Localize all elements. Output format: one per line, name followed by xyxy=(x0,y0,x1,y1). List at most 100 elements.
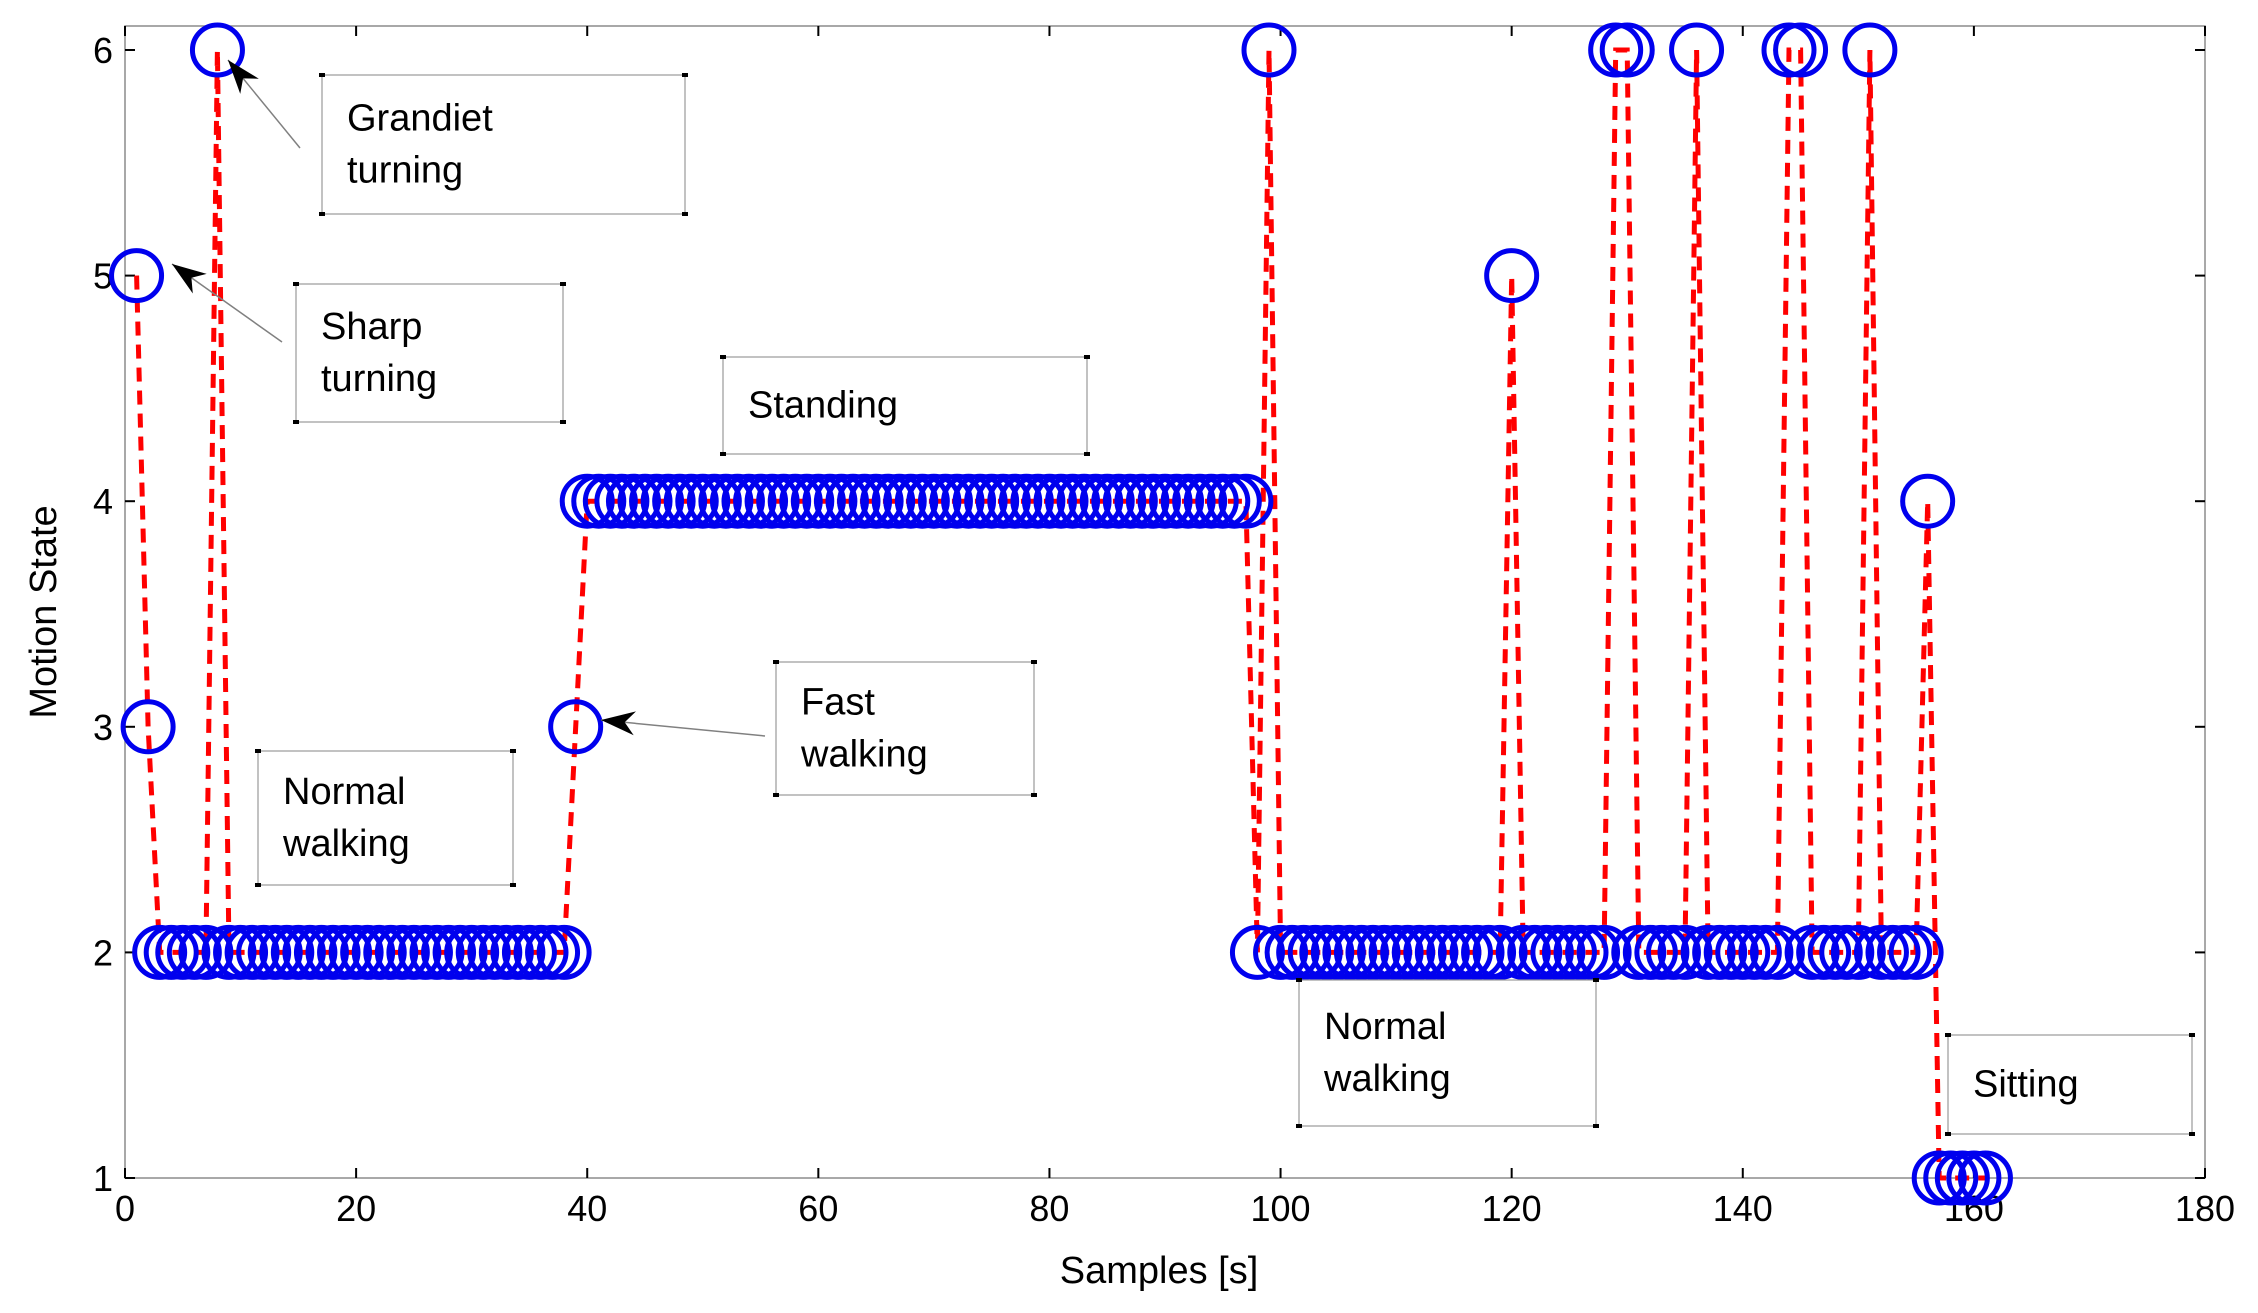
annotation-text: Normal xyxy=(1324,1006,1446,1048)
data-point-marker xyxy=(1137,473,1193,529)
data-point-marker xyxy=(1403,924,1459,980)
annotation: Sharp turning xyxy=(171,263,566,424)
annotation-handle xyxy=(773,793,779,797)
data-point-marker xyxy=(1830,924,1886,980)
data-point-marker xyxy=(1391,924,1447,980)
data-point-marker xyxy=(1287,924,1343,980)
annotation-handle xyxy=(2189,1033,2195,1037)
annotation: Sitting xyxy=(1945,1033,2195,1136)
data-point-marker xyxy=(247,924,303,980)
annotation-text: walking xyxy=(1323,1058,1451,1100)
data-point-marker xyxy=(421,924,477,980)
data-point-marker xyxy=(1680,924,1736,980)
data-point-marker xyxy=(340,924,396,980)
data-point-marker xyxy=(1345,924,1401,980)
data-point-marker xyxy=(1484,248,1540,304)
data-point-marker xyxy=(1495,924,1551,980)
annotation-text: Sitting xyxy=(1973,1064,2079,1106)
data-point-marker xyxy=(1530,924,1586,980)
data-point-marker xyxy=(109,248,165,304)
annotation-handle xyxy=(1296,1124,1302,1128)
annotation-handle xyxy=(1593,1124,1599,1128)
annotation-text: Sharp xyxy=(321,306,422,348)
data-point-marker xyxy=(201,924,257,980)
x-axis-label: Samples [s] xyxy=(1060,1250,1259,1292)
annotation: Normal walking xyxy=(255,749,516,887)
data-point-marker xyxy=(1414,924,1470,980)
x-tick-label: 20 xyxy=(336,1188,376,1229)
data-point-marker xyxy=(282,924,338,980)
data-point-marker xyxy=(629,473,685,529)
annotation-handle xyxy=(319,212,325,216)
data-point-marker xyxy=(1368,924,1424,980)
data-point-marker xyxy=(1877,924,1933,980)
x-tick-label: 180 xyxy=(2175,1188,2235,1229)
data-point-marker xyxy=(1645,924,1701,980)
data-point-marker xyxy=(605,473,661,529)
data-point-marker xyxy=(1541,924,1597,980)
y-tick-label: 3 xyxy=(93,707,113,748)
annotation-handle xyxy=(293,420,299,424)
x-tick-label: 60 xyxy=(798,1188,838,1229)
data-point-marker xyxy=(721,473,777,529)
data-point-marker xyxy=(444,924,500,980)
data-point-marker xyxy=(1807,924,1863,980)
annotation-handle xyxy=(293,282,299,286)
annotation-handle xyxy=(319,73,325,77)
data-point-marker xyxy=(998,473,1054,529)
data-point-marker xyxy=(1588,22,1644,78)
data-point-marker xyxy=(582,473,638,529)
data-point-marker xyxy=(236,924,292,980)
data-point-marker xyxy=(1437,924,1493,980)
data-point-marker xyxy=(501,924,557,980)
data-point-marker xyxy=(1310,924,1366,980)
data-point-marker xyxy=(513,924,569,980)
data-point-marker xyxy=(1264,924,1320,980)
data-point-marker xyxy=(964,473,1020,529)
data-point-marker xyxy=(525,924,581,980)
annotation-handle xyxy=(560,282,566,286)
data-point-marker xyxy=(1183,473,1239,529)
data-point-marker xyxy=(1322,924,1378,980)
plot-frame xyxy=(124,25,2206,1179)
data-point-marker xyxy=(1622,924,1678,980)
y-tick-label: 5 xyxy=(93,256,113,297)
annotation-text: walking xyxy=(800,734,928,776)
annotation-handle xyxy=(720,355,726,359)
data-point-marker xyxy=(166,924,222,980)
data-point-marker xyxy=(941,473,997,529)
data-point-marker xyxy=(1565,924,1621,980)
annotation-handle xyxy=(255,749,261,753)
data-point-marker xyxy=(155,924,211,980)
annotation-handle xyxy=(2189,1132,2195,1136)
data-point-marker xyxy=(1888,924,1944,980)
x-tick-label: 100 xyxy=(1251,1188,1311,1229)
annotation-handle xyxy=(1593,978,1599,982)
data-point-marker xyxy=(802,473,858,529)
data-point-marker xyxy=(1507,924,1563,980)
data-point-marker xyxy=(259,924,315,980)
data-point-marker xyxy=(1703,924,1759,980)
data-point-marker xyxy=(1172,473,1228,529)
data-point-marker xyxy=(825,473,881,529)
data-point-marker xyxy=(386,924,442,980)
data-point-marker xyxy=(767,473,823,529)
annotation-box xyxy=(295,283,564,423)
data-point-marker xyxy=(189,22,245,78)
data-point-marker xyxy=(455,924,511,980)
data-point-marker xyxy=(906,473,962,529)
data-point-marker xyxy=(1380,924,1436,980)
data-point-marker xyxy=(756,473,812,529)
annotation-box xyxy=(1298,979,1597,1127)
data-point-marker xyxy=(1333,924,1389,980)
data-point-marker xyxy=(1900,473,1956,529)
annotation-text: Normal xyxy=(283,771,405,813)
annotation-handle xyxy=(720,452,726,456)
data-point-marker xyxy=(1819,924,1875,980)
data-point-marker xyxy=(1957,1150,2013,1206)
annotation-handle xyxy=(773,660,779,664)
data-point-marker xyxy=(1934,1150,1990,1206)
